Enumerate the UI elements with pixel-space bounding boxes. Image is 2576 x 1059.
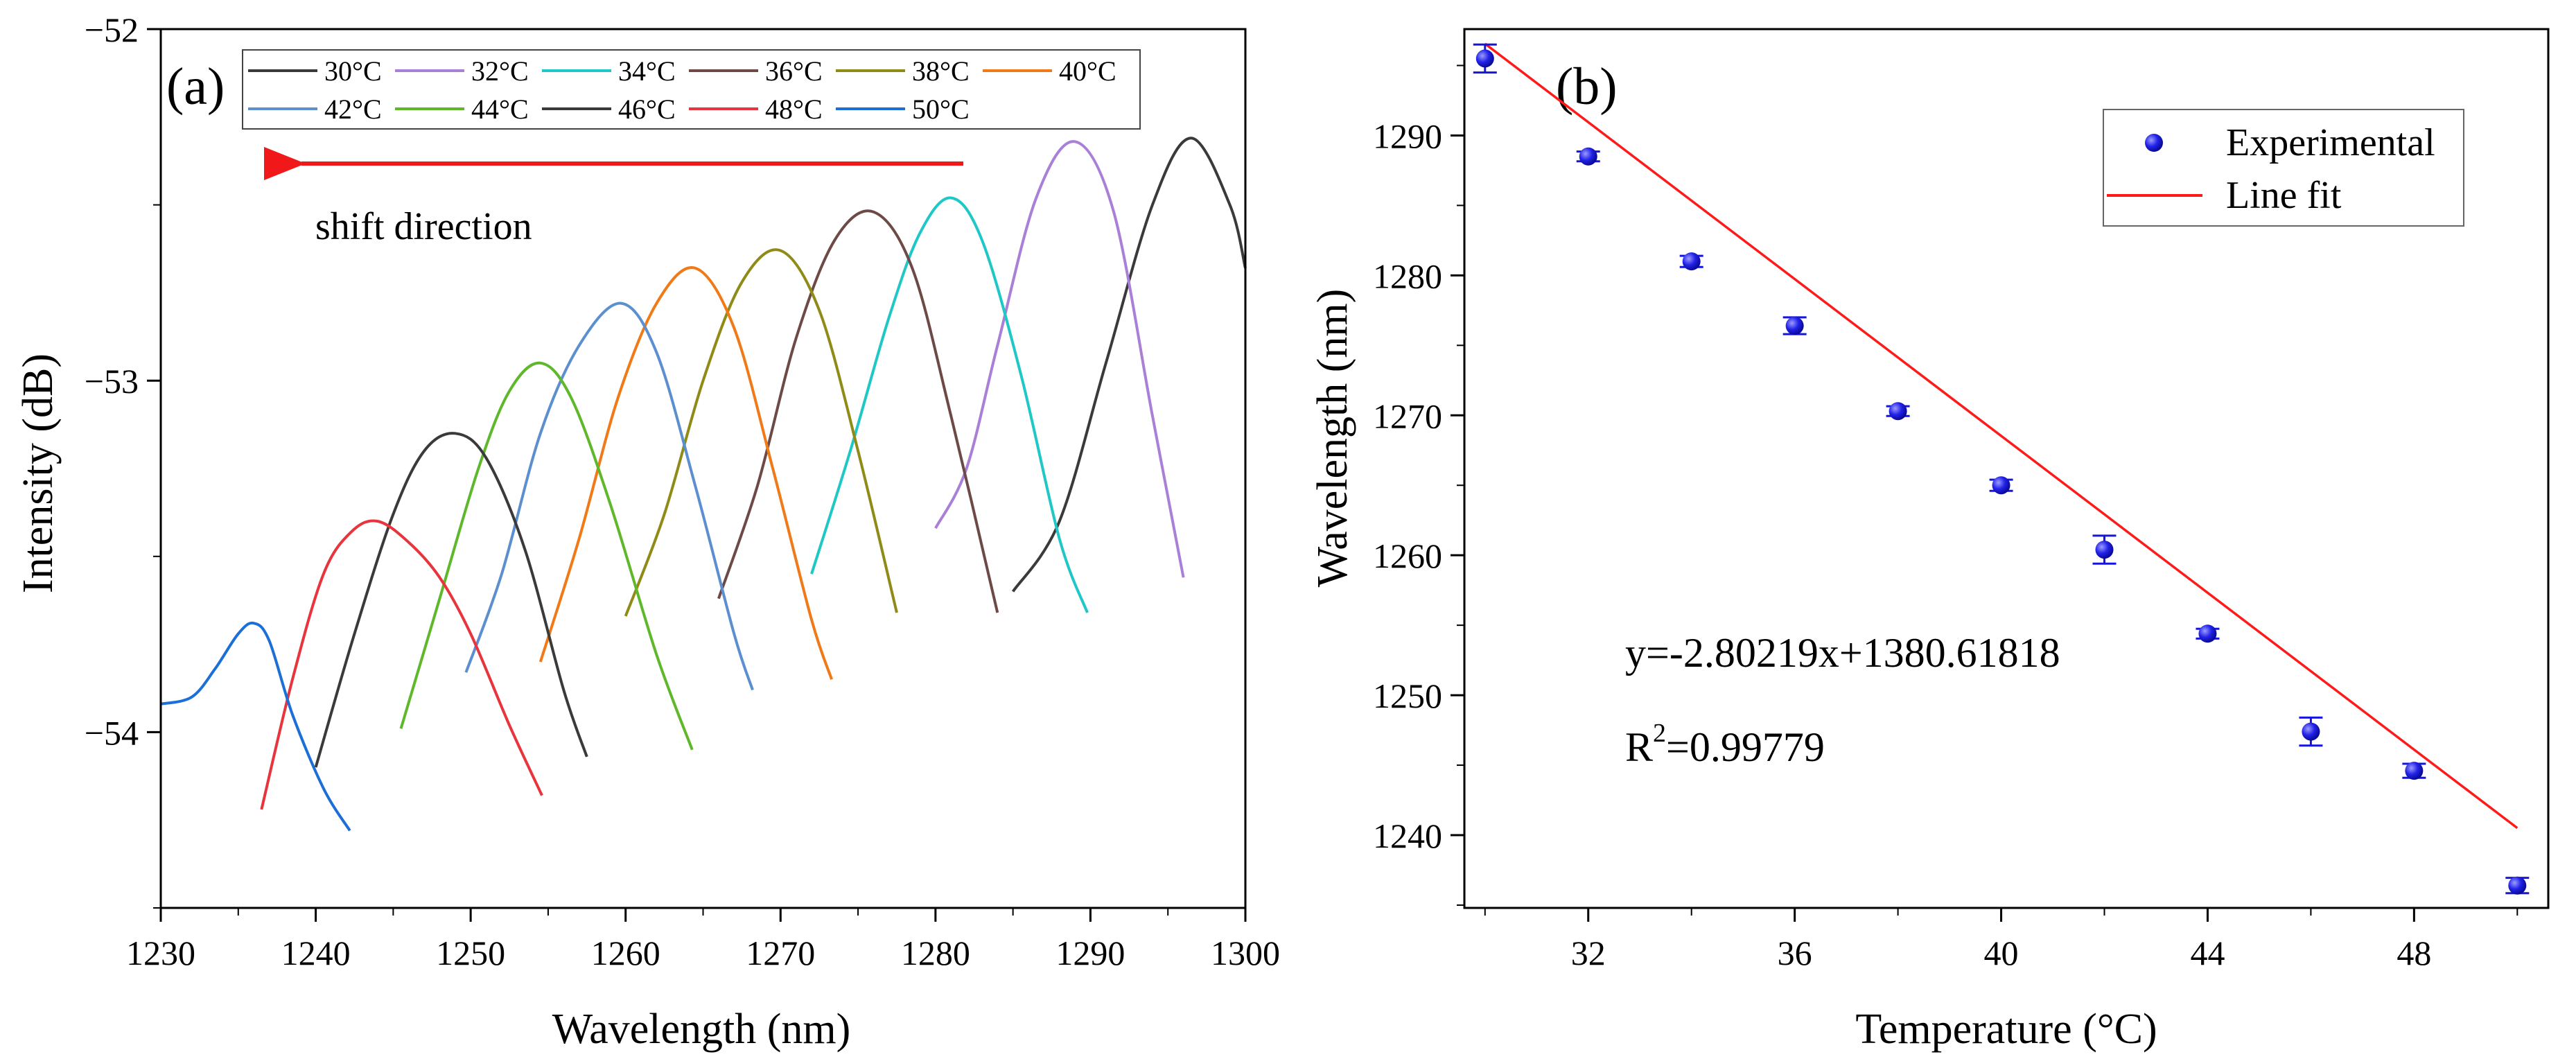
panel-a-ytick-label-0: −54: [85, 713, 139, 752]
panel-b-ytick-label-1: 1250: [1373, 676, 1442, 715]
panel-a-ylabel: Intensity (dB): [15, 353, 62, 593]
series-line-0: [1011, 137, 1247, 593]
panel-a-xtick-label-6: 1290: [1055, 934, 1125, 972]
data-point-7: [2198, 624, 2217, 643]
legend-a-items: 30°C 32°C 34°C 36°C 38°C 40°C 42°C 44°C 46°C 48°C…: [248, 55, 1116, 125]
legend-b-marker-experimental: [2145, 134, 2163, 152]
panel-b-label: (b): [1556, 58, 1618, 116]
data-point-2: [1682, 252, 1701, 271]
shift-direction-label: shift direction: [315, 205, 532, 248]
panel-a: (a) 1230 1240 1250 1260 1270 1280 1290 1300 −54 −…: [15, 10, 1280, 1053]
panel-b-ytick-label-3: 1270: [1373, 396, 1442, 435]
panel-b-xtick-label-0: 32: [1571, 934, 1606, 972]
legend-a-label-3: 36°C: [765, 55, 823, 87]
fit-line: [1484, 42, 2518, 830]
legend-b-frame: [2103, 109, 2464, 227]
panel-a-xtick-label-2: 1250: [436, 934, 505, 972]
legend-b-label-experimental: Experimental: [2226, 121, 2435, 164]
r-squared-value: =0.99779: [1666, 724, 1825, 770]
panel-a-ytick-label-2: −52: [85, 10, 139, 49]
data-point-4: [1889, 402, 1907, 421]
panel-a-xtick-label-1: 1240: [281, 934, 351, 972]
legend-a-label-9: 48°C: [765, 94, 823, 125]
data-point-10: [2508, 876, 2527, 895]
legend-a-label-4: 38°C: [912, 55, 970, 87]
legend-a-label-5: 40°C: [1059, 55, 1116, 87]
panel-b-axes: 32 36 40 44 48 1240 1250 1260 1270 1280 1290: [1373, 28, 2550, 972]
data-point-8: [2302, 722, 2320, 741]
data-point-6: [2095, 541, 2114, 559]
r-squared: R2=0.99779: [1625, 719, 1825, 770]
series-line-3: [717, 209, 999, 613]
panel-a-xlabel: Wavelength (nm): [552, 1006, 851, 1053]
panel-b-xtick-label-4: 48: [2397, 934, 2431, 972]
legend-a-label-6: 42°C: [324, 94, 382, 125]
legend-a-label-2: 34°C: [618, 55, 676, 87]
panel-b-xlabel: Temperature (°C): [1855, 1006, 2157, 1053]
panel-a-xtick-label-5: 1280: [901, 934, 970, 972]
data-point-0: [1475, 49, 1494, 68]
series-line-7: [399, 361, 694, 751]
r-squared-sup: 2: [1653, 719, 1666, 748]
panel-a-series-group: [160, 137, 1247, 832]
series-line-9: [260, 519, 543, 810]
legend-a-label-0: 30°C: [324, 55, 382, 87]
legend-a: 30°C 32°C 34°C 36°C 38°C 40°C 42°C 44°C 46°C 48°C…: [242, 49, 1141, 130]
series-line-5: [538, 266, 833, 680]
panel-b-ytick-label-0: 1240: [1373, 816, 1442, 855]
panel-b-ylabel: Wavelength (nm): [1309, 289, 1356, 588]
series-line-1: [934, 140, 1185, 578]
panel-a-ytick-label-1: −53: [85, 362, 139, 401]
series-line-8: [314, 432, 588, 768]
legend-a-label-10: 50°C: [912, 94, 970, 125]
panel-b-xtick-label-2: 40: [1984, 934, 2019, 972]
legend-b-label-line-fit: Line fit: [2226, 174, 2342, 217]
legend-a-label-1: 32°C: [471, 55, 529, 87]
series-line-2: [810, 196, 1089, 613]
panel-a-xtick-label-0: 1230: [126, 934, 195, 972]
panel-b-xtick-label-3: 44: [2190, 934, 2225, 972]
data-point-9: [2405, 762, 2424, 780]
series-line-10: [160, 621, 351, 832]
panel-a-xtick-label-7: 1300: [1211, 934, 1280, 972]
panel-a-xtick-label-3: 1260: [591, 934, 660, 972]
panel-b-ytick-label-4: 1280: [1373, 256, 1442, 295]
panel-b-frame: [1463, 28, 2550, 909]
data-point-3: [1785, 317, 1804, 335]
panel-a-frame: [159, 28, 1247, 909]
legend-a-label-8: 46°C: [618, 94, 676, 125]
panel-b-ytick-label-5: 1290: [1373, 116, 1442, 155]
fit-equation: y=-2.80219x+1380.61818: [1625, 630, 2060, 676]
panel-a-label: (a): [166, 58, 225, 116]
series-line-4: [624, 248, 898, 617]
panel-b-ytick-label-2: 1260: [1373, 536, 1442, 575]
panel-b: (b) 32 36 40 44 48 1240 1250 1260 1270 1280 1290 E…: [1309, 28, 2550, 1053]
panel-b-plot-group: [1473, 42, 2530, 895]
series-line-6: [464, 301, 754, 691]
legend-a-label-7: 44°C: [471, 94, 529, 125]
legend-b: Experimental Line fit: [2103, 109, 2464, 227]
legend-a-frame: [242, 49, 1141, 130]
panel-a-axes: 1230 1240 1250 1260 1270 1280 1290 1300 −54 −53 −5…: [85, 10, 1280, 972]
r-squared-prefix: R: [1625, 724, 1653, 770]
panel-b-xtick-label-1: 36: [1778, 934, 1812, 972]
panel-a-xtick-label-4: 1270: [746, 934, 815, 972]
data-point-5: [1992, 476, 2010, 495]
data-point-1: [1579, 147, 1597, 166]
